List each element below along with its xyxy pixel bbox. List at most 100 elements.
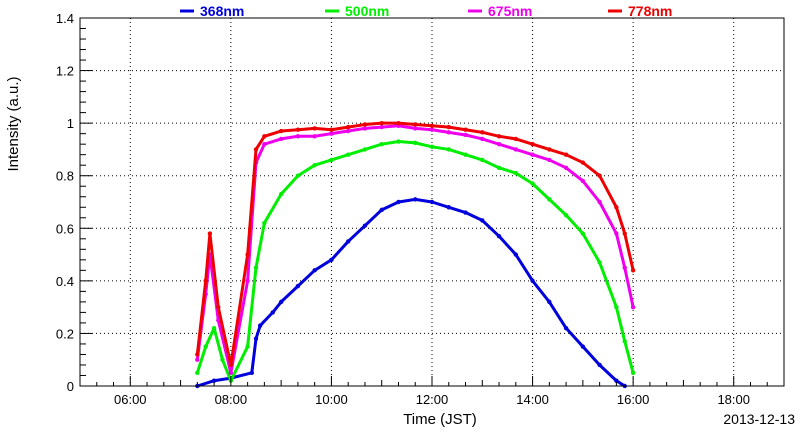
data-point — [207, 231, 213, 236]
date-label: 2013-12-13 — [723, 411, 795, 427]
data-point — [216, 304, 221, 310]
data-point — [547, 197, 552, 202]
data-point — [530, 141, 535, 147]
x-axis-title: Time (JST) — [403, 411, 477, 428]
y-tick-label: 0.4 — [56, 274, 74, 289]
data-point — [312, 134, 317, 139]
data-point — [228, 362, 234, 368]
data-point — [597, 362, 602, 368]
data-point — [429, 199, 435, 205]
y-tick-label: 0.2 — [56, 326, 74, 341]
data-point — [203, 278, 208, 284]
data-point — [211, 378, 217, 383]
y-tick-label: 1 — [67, 116, 74, 131]
data-point — [614, 205, 619, 210]
series-368nm — [195, 197, 627, 389]
legend-item: 500nm — [325, 3, 389, 19]
legend-label: 778nm — [628, 3, 672, 19]
data-point — [253, 336, 259, 341]
data-point — [220, 357, 225, 362]
data-point — [413, 197, 418, 202]
data-point — [257, 323, 263, 328]
data-point — [463, 152, 468, 157]
data-point — [295, 283, 301, 289]
data-point — [379, 207, 384, 213]
data-point — [245, 344, 250, 349]
x-tick-label: 16:00 — [617, 392, 650, 407]
data-point — [245, 278, 250, 284]
data-point — [262, 134, 267, 139]
data-point — [329, 131, 334, 136]
data-point — [480, 130, 485, 135]
y-axis-title: Intensity (a.u.) — [5, 76, 22, 171]
data-point — [496, 233, 502, 239]
legend-item: 778nm — [608, 3, 672, 19]
data-point — [580, 231, 586, 236]
series-778nm — [195, 120, 636, 368]
data-point — [563, 152, 569, 157]
data-point — [295, 173, 301, 178]
legend-item: 675nm — [468, 3, 532, 19]
data-point — [513, 136, 519, 142]
series-layer — [195, 120, 636, 389]
data-point — [547, 157, 552, 163]
data-point — [463, 210, 468, 215]
data-point — [513, 147, 519, 152]
data-point — [379, 120, 384, 126]
data-point — [446, 205, 451, 210]
data-point — [480, 157, 485, 163]
data-point — [312, 126, 317, 131]
data-point — [345, 128, 351, 134]
data-point — [379, 124, 384, 130]
data-point — [396, 139, 401, 144]
data-point — [362, 223, 368, 228]
legend-label: 368nm — [200, 3, 244, 19]
data-point — [630, 304, 636, 310]
data-point — [597, 199, 602, 205]
data-point — [496, 165, 502, 171]
data-point — [345, 152, 351, 157]
x-tick-label: 12:00 — [416, 392, 449, 407]
data-point — [530, 181, 535, 186]
data-point — [195, 370, 200, 376]
data-point — [278, 128, 284, 134]
data-point — [513, 170, 519, 176]
data-point — [463, 132, 468, 138]
data-point — [278, 191, 284, 197]
data-point — [547, 147, 552, 152]
x-tick-label: 18:00 — [717, 392, 750, 407]
y-tick-label: 1.2 — [56, 64, 74, 79]
data-point — [563, 212, 569, 218]
data-point — [429, 144, 435, 149]
data-point — [496, 141, 502, 147]
data-point — [278, 299, 284, 305]
data-point — [622, 265, 627, 270]
x-tick-label: 10:00 — [315, 392, 348, 407]
data-point — [362, 122, 368, 127]
data-point — [262, 220, 267, 226]
data-point — [362, 126, 368, 131]
data-point — [245, 252, 250, 257]
data-point — [295, 127, 301, 132]
data-point — [429, 123, 435, 128]
y-tick-label: 0.8 — [56, 169, 74, 184]
axis-layer: 06:00 08:00 10:00 12:00 14:00 16:00 18:00 0 0.2 0… — [56, 11, 785, 407]
data-point — [396, 120, 401, 126]
data-point — [278, 136, 284, 142]
data-point — [580, 344, 586, 349]
data-point — [547, 299, 552, 305]
data-point — [345, 124, 351, 130]
data-point — [446, 130, 451, 135]
legend-item: 368nm — [180, 3, 244, 19]
legend: 368nm 500nm 675nm 778nm — [180, 3, 672, 19]
x-tick-label: 14:00 — [516, 392, 549, 407]
data-point — [362, 147, 368, 152]
y-tick-label: 1.4 — [56, 11, 74, 26]
data-point — [446, 147, 451, 152]
data-point — [262, 141, 267, 147]
legend-label: 675nm — [488, 3, 532, 19]
data-point — [446, 124, 451, 130]
data-point — [413, 122, 418, 127]
data-point — [413, 140, 418, 146]
data-point — [253, 147, 259, 152]
